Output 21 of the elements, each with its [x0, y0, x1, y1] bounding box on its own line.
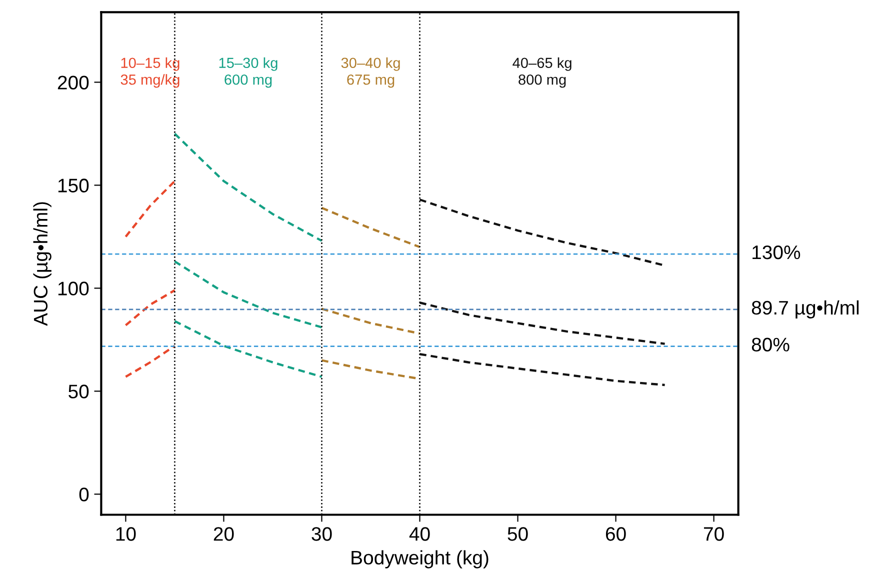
- y-tick-label: 50: [68, 384, 89, 398]
- ref-line-label: 89.7 µg•h/ml: [752, 300, 859, 318]
- text: 80%: [752, 338, 790, 352]
- text: 130%: [752, 245, 800, 260]
- text: 40–65 kg 800 mg: [512, 57, 572, 88]
- y-tick-label: 200: [58, 76, 89, 90]
- x-tick-label: 60: [606, 527, 626, 541]
- y-tick-label: 150: [58, 178, 89, 192]
- y-tick-label: 0: [79, 488, 89, 502]
- x-tick-label: 50: [508, 527, 528, 541]
- x-tick-label: 10: [116, 527, 136, 541]
- text: 15–30 kg 600 mg: [219, 57, 278, 88]
- text: 10–15 kg 35 mg/kg: [120, 57, 180, 88]
- text: 30–40 kg 675 mg: [341, 57, 400, 88]
- y-axis-title: AUC (µg•h/ml): [33, 202, 52, 326]
- y-tick-label: 100: [58, 282, 89, 296]
- x-axis-title: Bodyweight (kg): [352, 550, 488, 568]
- x-tick-label: 20: [214, 527, 234, 541]
- x-tick-label: 40: [409, 527, 430, 541]
- x-tick-label: 30: [312, 527, 332, 541]
- x-tick-label: 70: [704, 527, 724, 541]
